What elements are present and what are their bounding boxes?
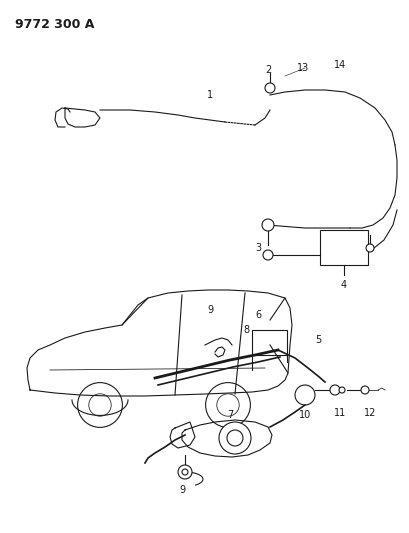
Text: 6: 6 bbox=[254, 310, 261, 320]
Circle shape bbox=[264, 83, 274, 93]
Text: 8: 8 bbox=[243, 325, 248, 335]
Circle shape bbox=[261, 219, 273, 231]
Text: 12: 12 bbox=[363, 408, 375, 418]
Circle shape bbox=[329, 385, 339, 395]
Text: 4: 4 bbox=[340, 280, 346, 290]
Text: 10: 10 bbox=[298, 410, 310, 420]
Text: 2: 2 bbox=[264, 65, 270, 75]
Circle shape bbox=[338, 387, 344, 393]
Circle shape bbox=[262, 250, 272, 260]
Text: 1: 1 bbox=[207, 90, 213, 100]
Text: 14: 14 bbox=[333, 60, 345, 70]
Text: 5: 5 bbox=[314, 335, 320, 345]
Circle shape bbox=[360, 386, 368, 394]
Text: 9772 300 A: 9772 300 A bbox=[15, 18, 94, 31]
Circle shape bbox=[365, 244, 373, 252]
Text: 3: 3 bbox=[254, 243, 261, 253]
Text: 7: 7 bbox=[226, 410, 233, 420]
Circle shape bbox=[182, 469, 188, 475]
Bar bbox=[319, 230, 367, 265]
Circle shape bbox=[294, 385, 314, 405]
Text: 9: 9 bbox=[178, 485, 184, 495]
Circle shape bbox=[178, 465, 191, 479]
Circle shape bbox=[218, 422, 250, 454]
Circle shape bbox=[227, 430, 243, 446]
Text: 9: 9 bbox=[207, 305, 213, 315]
Text: 11: 11 bbox=[333, 408, 345, 418]
Bar bbox=[252, 330, 286, 355]
Text: 13: 13 bbox=[296, 63, 308, 73]
